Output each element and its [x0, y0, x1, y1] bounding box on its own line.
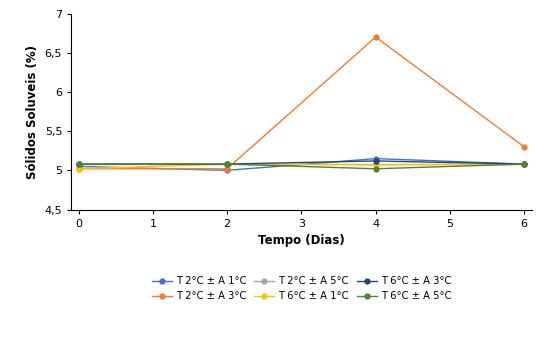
T 2°C ± A 5°C: [224, 162, 231, 166]
T 2°C ± A 1°C: [76, 164, 82, 168]
T 6°C ± A 5°C: [521, 162, 527, 166]
T 6°C ± A 1°C: [224, 162, 231, 166]
T 6°C ± A 3°C: [76, 162, 82, 166]
Y-axis label: Sólidos Soluveis (%): Sólidos Soluveis (%): [26, 45, 39, 178]
Line: T 6°C ± A 3°C: T 6°C ± A 3°C: [76, 159, 527, 167]
T 2°C ± A 5°C: [76, 162, 82, 166]
T 6°C ± A 5°C: [76, 162, 82, 166]
Line: T 6°C ± A 1°C: T 6°C ± A 1°C: [76, 162, 527, 171]
T 2°C ± A 3°C: [224, 167, 231, 171]
T 2°C ± A 1°C: [372, 156, 379, 161]
T 2°C ± A 1°C: [224, 168, 231, 172]
Line: T 2°C ± A 3°C: T 2°C ± A 3°C: [76, 34, 527, 171]
Legend: T 2°C ± A 1°C, T 2°C ± A 3°C, T 2°C ± A 5°C, T 6°C ± A 1°C, T 6°C ± A 3°C, T 6°C: T 2°C ± A 1°C, T 2°C ± A 3°C, T 2°C ± A …: [149, 273, 454, 305]
T 6°C ± A 5°C: [372, 167, 379, 171]
T 2°C ± A 5°C: [521, 162, 527, 166]
T 2°C ± A 3°C: [76, 167, 82, 171]
T 6°C ± A 3°C: [224, 162, 231, 166]
T 2°C ± A 5°C: [372, 162, 379, 166]
Line: T 2°C ± A 5°C: T 2°C ± A 5°C: [76, 162, 527, 167]
T 6°C ± A 1°C: [372, 163, 379, 167]
T 2°C ± A 3°C: [521, 145, 527, 149]
T 2°C ± A 3°C: [372, 35, 379, 39]
T 2°C ± A 1°C: [521, 162, 527, 166]
Line: T 6°C ± A 5°C: T 6°C ± A 5°C: [76, 162, 527, 171]
T 6°C ± A 3°C: [521, 162, 527, 166]
Line: T 2°C ± A 1°C: T 2°C ± A 1°C: [76, 156, 527, 173]
T 6°C ± A 5°C: [224, 162, 231, 166]
T 6°C ± A 1°C: [76, 167, 82, 171]
X-axis label: Tempo (Dias): Tempo (Dias): [258, 234, 345, 247]
T 6°C ± A 1°C: [521, 162, 527, 166]
T 6°C ± A 3°C: [372, 159, 379, 163]
